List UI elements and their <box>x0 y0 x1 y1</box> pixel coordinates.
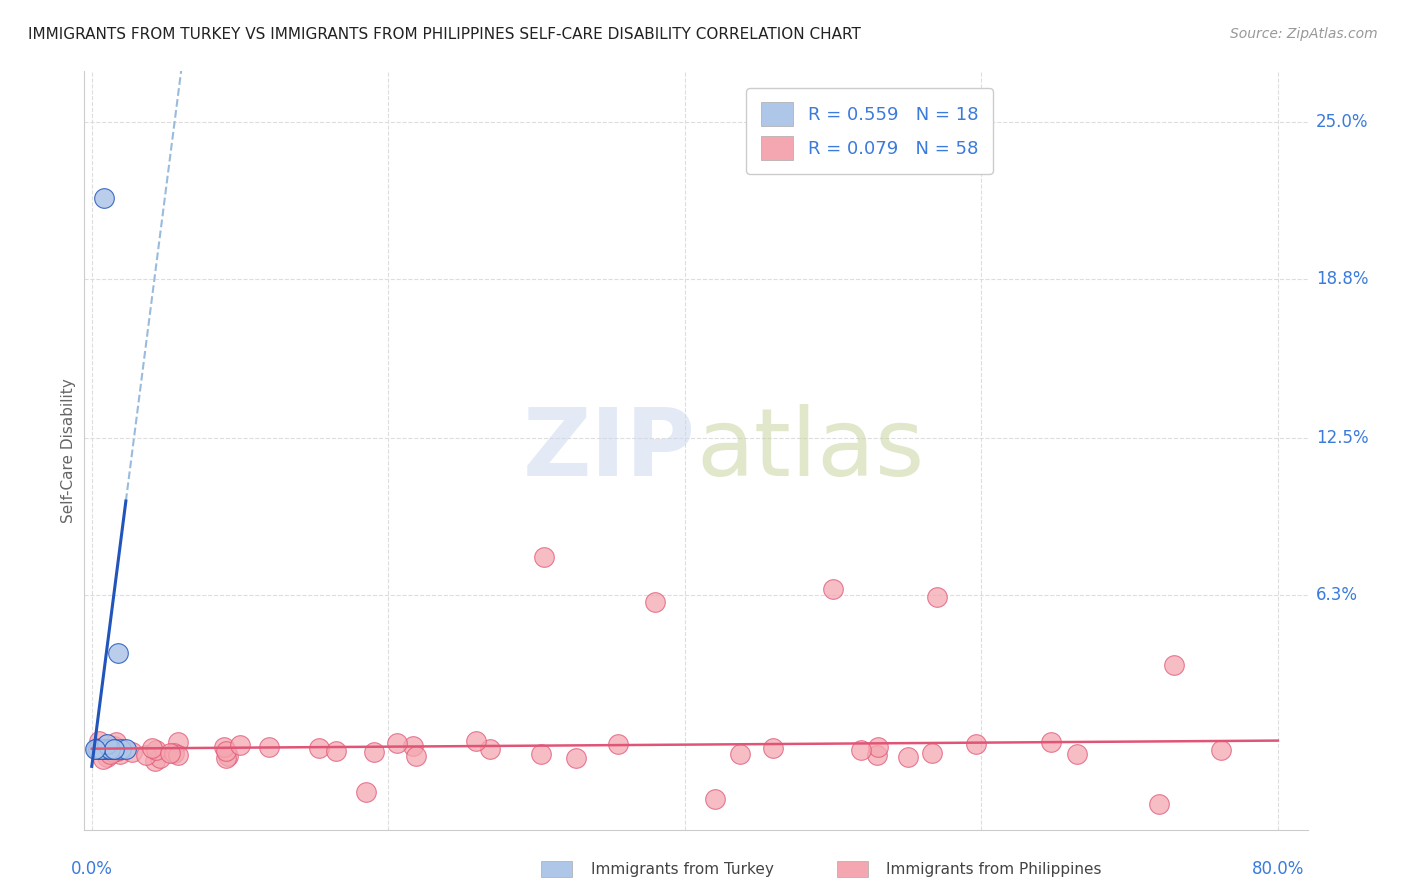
Text: ZIP: ZIP <box>523 404 696 497</box>
Point <box>921 746 943 760</box>
Point <box>103 741 125 756</box>
Y-axis label: Self-Care Disability: Self-Care Disability <box>60 378 76 523</box>
Point <box>100 741 122 756</box>
Point <box>93 191 115 205</box>
Point <box>84 741 107 756</box>
Point <box>703 792 725 806</box>
Text: 80.0%: 80.0% <box>1251 860 1305 878</box>
Point <box>166 748 188 763</box>
Point <box>91 752 114 766</box>
Point <box>607 738 630 752</box>
Point <box>110 747 132 761</box>
Text: atlas: atlas <box>696 404 924 497</box>
Point <box>103 739 125 753</box>
Point <box>405 749 427 764</box>
Point <box>166 734 188 748</box>
Point <box>104 741 127 756</box>
Point <box>101 745 124 759</box>
Point <box>90 741 112 756</box>
Legend: R = 0.559   N = 18, R = 0.079   N = 58: R = 0.559 N = 18, R = 0.079 N = 58 <box>747 88 993 174</box>
Point <box>533 549 555 564</box>
Point <box>866 747 889 762</box>
Point <box>479 742 502 756</box>
Point <box>530 747 553 762</box>
Point <box>89 741 111 756</box>
Text: Source: ZipAtlas.com: Source: ZipAtlas.com <box>1230 27 1378 41</box>
Text: Immigrants from Turkey: Immigrants from Turkey <box>591 863 773 877</box>
Point <box>215 751 238 765</box>
Point <box>101 741 124 756</box>
Point <box>143 754 166 768</box>
Point <box>229 738 252 752</box>
Point <box>215 744 238 758</box>
Point <box>257 739 280 754</box>
Point <box>121 745 143 759</box>
Point <box>823 582 845 597</box>
Point <box>163 746 186 760</box>
Point <box>87 741 110 756</box>
Text: 18.8%: 18.8% <box>1316 269 1368 287</box>
Point <box>96 737 118 751</box>
Point <box>103 743 125 757</box>
Point <box>1209 742 1232 756</box>
Point <box>1149 797 1171 812</box>
Point <box>866 740 889 755</box>
Point <box>308 740 330 755</box>
Point <box>965 737 987 751</box>
Point <box>565 751 588 765</box>
Point <box>761 741 783 756</box>
Point <box>86 741 108 756</box>
Point <box>98 741 121 756</box>
Point <box>212 740 235 755</box>
Point <box>110 741 132 756</box>
Point <box>91 741 114 756</box>
Point <box>1066 747 1088 761</box>
Point <box>115 741 138 756</box>
Point <box>925 590 948 604</box>
Point <box>1163 658 1185 673</box>
Point <box>87 734 110 748</box>
Point <box>465 734 488 748</box>
Point <box>135 748 157 763</box>
Point <box>644 595 666 609</box>
Point <box>97 741 120 756</box>
Point <box>107 646 129 660</box>
Point <box>325 744 347 758</box>
Point <box>145 743 167 757</box>
Point <box>159 746 181 760</box>
Point <box>83 741 105 756</box>
Point <box>96 750 118 764</box>
Point <box>363 745 385 759</box>
Bar <box>541 861 572 877</box>
Text: Immigrants from Philippines: Immigrants from Philippines <box>886 863 1101 877</box>
Point <box>98 747 121 761</box>
Point <box>217 749 239 764</box>
Text: 6.3%: 6.3% <box>1316 585 1358 604</box>
Point <box>402 739 425 753</box>
Text: 0.0%: 0.0% <box>70 860 112 878</box>
Point <box>1039 735 1062 749</box>
Point <box>354 785 377 799</box>
Point <box>105 735 128 749</box>
Point <box>897 750 920 764</box>
Point <box>96 741 118 756</box>
Point <box>728 747 751 761</box>
Bar <box>837 861 868 877</box>
Point <box>94 741 117 756</box>
Text: 12.5%: 12.5% <box>1316 429 1368 447</box>
Point <box>149 751 172 765</box>
Point <box>141 740 163 755</box>
Text: 25.0%: 25.0% <box>1316 113 1368 131</box>
Text: IMMIGRANTS FROM TURKEY VS IMMIGRANTS FROM PHILIPPINES SELF-CARE DISABILITY CORRE: IMMIGRANTS FROM TURKEY VS IMMIGRANTS FRO… <box>28 27 860 42</box>
Point <box>385 735 408 749</box>
Point <box>105 744 128 758</box>
Point <box>849 742 872 756</box>
